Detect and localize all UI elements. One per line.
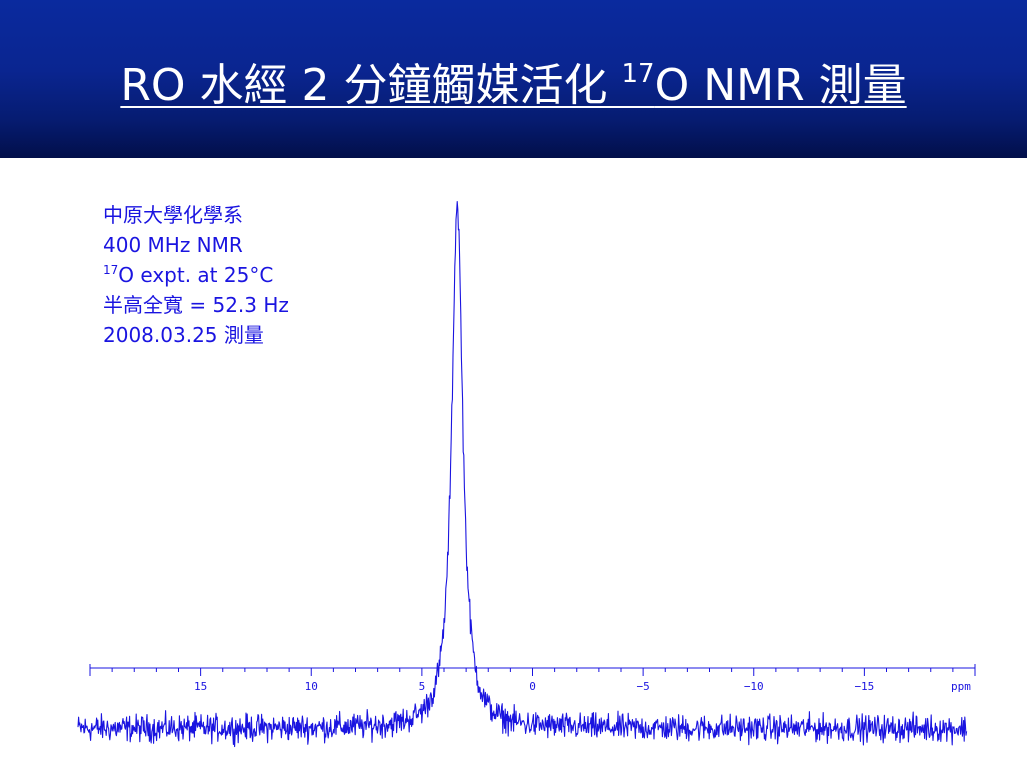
measurement-date: 2008.03.25 測量: [103, 323, 264, 347]
instrument: 400 MHz NMR: [103, 233, 243, 257]
x-axis-tick-labels: 15 10 5 0 −5 −10 −15: [194, 680, 874, 693]
x-axis-ticks: [89, 664, 976, 676]
x-axis-unit-label: ppm: [951, 680, 971, 693]
title-isotope-superscript: 17: [621, 59, 655, 89]
x-tick-label: −5: [637, 680, 650, 693]
expt-isotope-superscript: 17: [103, 263, 119, 277]
slide-title: RO 水經 2 分鐘觸媒活化 17O NMR 測量: [0, 58, 1027, 114]
nmr-spectrum-chart: 15 10 5 0 −5 −10 −15 ppm: [77, 201, 976, 748]
experiment-line: 17O expt. at 25°C: [103, 260, 289, 290]
x-tick-label: 0: [529, 680, 536, 693]
x-tick-label: 10: [305, 680, 318, 693]
experiment-info: 中原大學化學系 400 MHz NMR 17O expt. at 25°C 半高…: [103, 200, 289, 350]
lab-name: 中原大學化學系: [103, 203, 243, 227]
expt-text: O expt. at 25°C: [118, 263, 274, 287]
x-tick-label: 5: [419, 680, 426, 693]
fwhm-value: 半高全寬 = 52.3 Hz: [103, 293, 289, 317]
title-pre: RO 水經 2 分鐘觸媒活化: [120, 60, 622, 111]
x-tick-label: −15: [854, 680, 874, 693]
slide-header: RO 水經 2 分鐘觸媒活化 17O NMR 測量: [0, 0, 1027, 158]
spectrum-trace: [77, 201, 968, 748]
x-tick-label: −10: [744, 680, 764, 693]
title-post: O NMR 測量: [654, 60, 907, 111]
x-tick-label: 15: [194, 680, 207, 693]
